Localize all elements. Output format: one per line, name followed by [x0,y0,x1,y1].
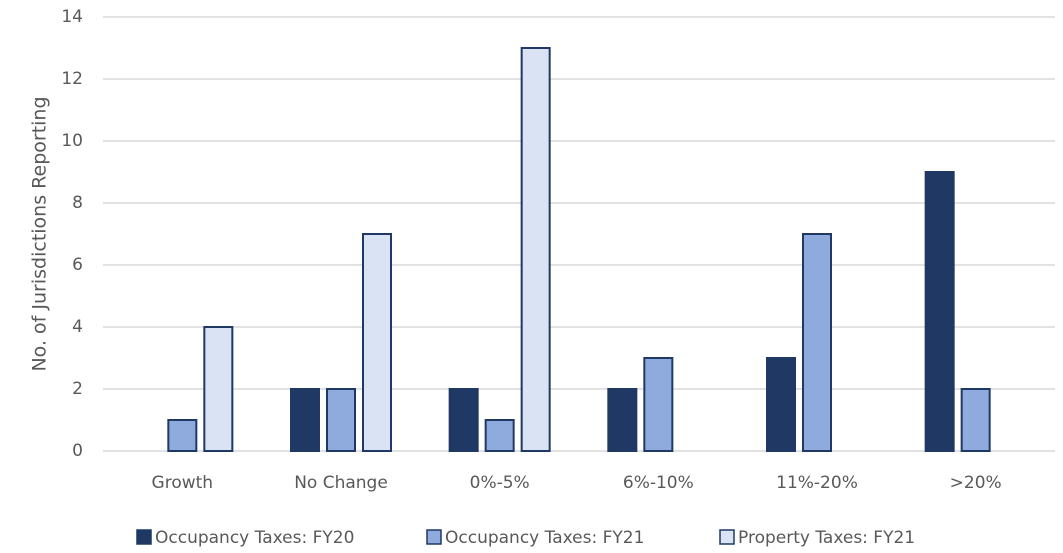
y-tick-label: 14 [61,7,83,27]
bar [520,47,551,452]
legend-label: Occupancy Taxes: FY20 [155,528,354,548]
y-tick-label: 12 [61,69,83,89]
y-axis-label: No. of Jurisdictions Reporting [29,96,51,371]
legend-swatch [426,529,442,545]
y-tick-label: 8 [72,193,83,213]
y-tick-label: 4 [72,317,83,337]
bar [607,388,638,452]
bar [326,388,356,452]
x-tick-label: 11%-20% [776,473,858,493]
bar [924,171,955,452]
bar [484,419,515,452]
bar [802,233,832,452]
legend-swatch [136,529,152,545]
x-tick-label: 0%-5% [470,473,530,493]
bar [290,388,320,452]
y-tick-label: 6 [72,255,83,275]
x-tick-label: 6%-10% [623,473,694,493]
bar [362,233,392,452]
y-tick-label: 10 [61,131,83,151]
bar [203,326,234,452]
legend-swatch [719,529,735,545]
bar [960,388,991,452]
legend-label: Property Taxes: FY21 [738,528,915,548]
bar [643,357,674,452]
bar [766,357,796,452]
y-tick-label: 2 [72,379,83,399]
x-tick-label: >20% [950,473,1002,493]
legend-label: Occupancy Taxes: FY21 [445,528,644,548]
x-tick-label: Growth [152,473,214,493]
x-tick-label: No Change [294,473,388,493]
y-tick-label: 0 [72,441,83,461]
bar [448,388,479,452]
bar [167,419,198,452]
